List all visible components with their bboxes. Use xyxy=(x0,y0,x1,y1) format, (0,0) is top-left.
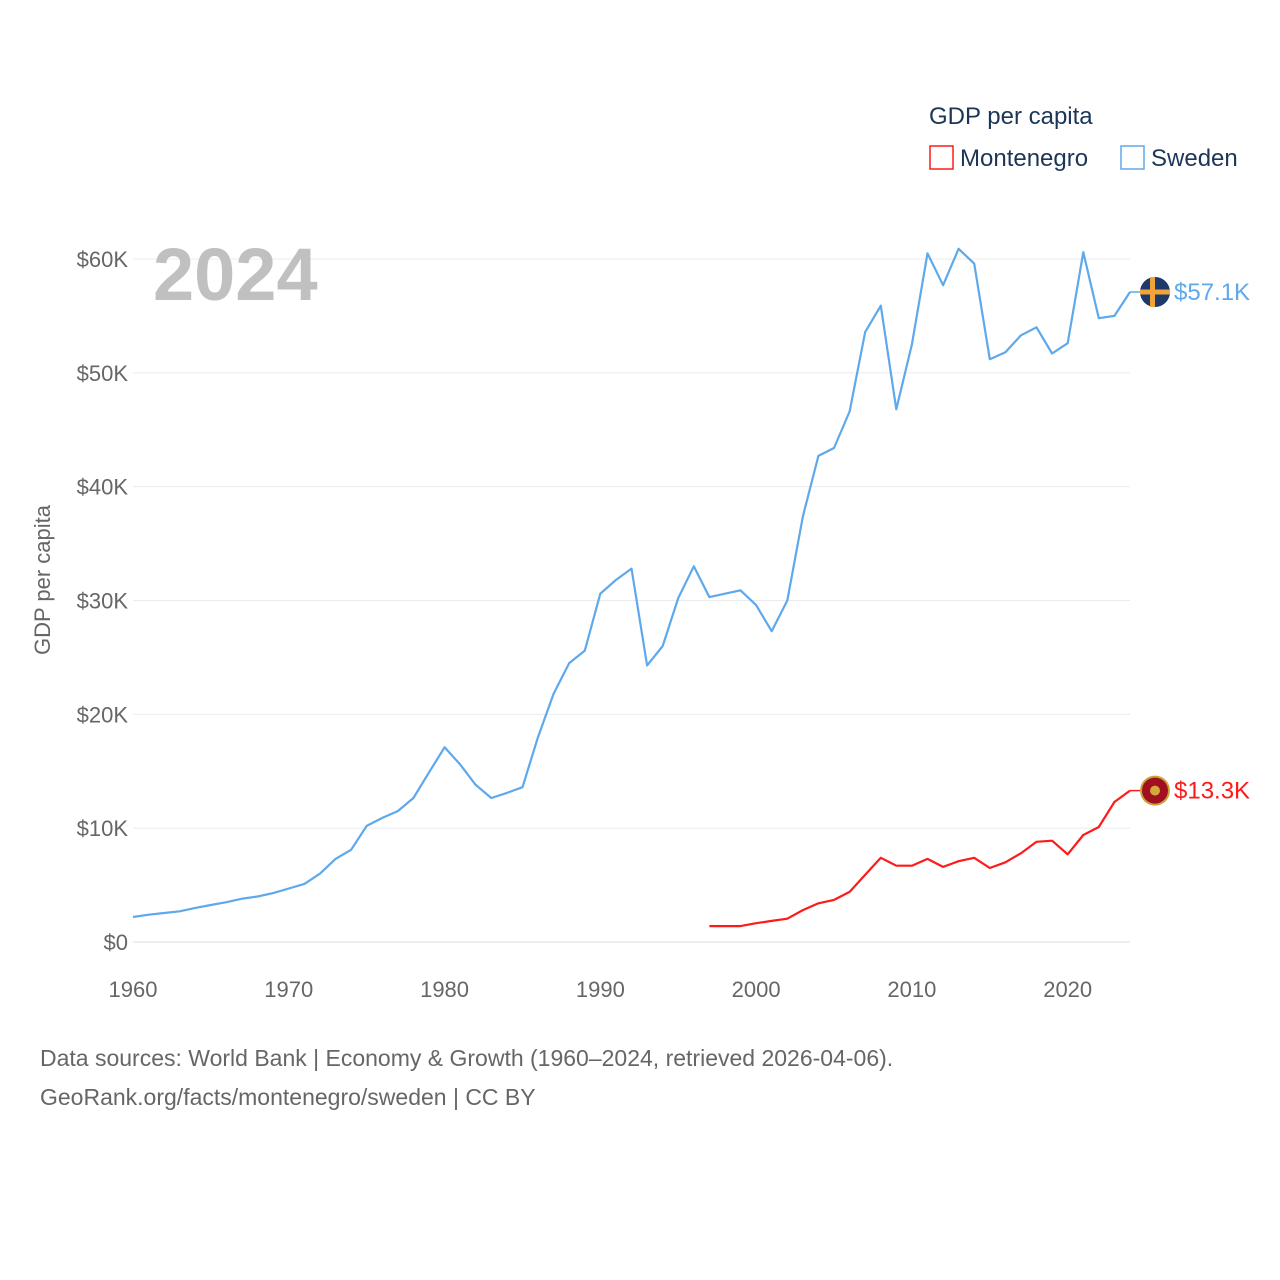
y-tick-label: $20K xyxy=(77,702,129,727)
legend-swatch-sweden xyxy=(1120,145,1145,170)
y-tick-label: $0 xyxy=(104,930,128,955)
x-tick-label: 2000 xyxy=(732,977,781,1002)
legend-swatch-montenegro xyxy=(929,145,954,170)
y-tick-label: $40K xyxy=(77,475,129,500)
flag-icon-sweden xyxy=(1140,277,1170,308)
legend-title: GDP per capita xyxy=(929,103,1093,130)
legend-label-sweden: Sweden xyxy=(1151,145,1238,172)
series-line-sweden xyxy=(132,247,1131,919)
end-label-sweden: $57.1K xyxy=(1174,279,1250,306)
x-tick-label: 1990 xyxy=(576,977,625,1002)
legend-label-montenegro: Montenegro xyxy=(960,145,1088,172)
footer-link[interactable]: GeoRank.org/facts/montenegro/sweden | CC… xyxy=(40,1084,536,1110)
series-line-montenegro xyxy=(709,789,1131,928)
y-tick-label: $60K xyxy=(77,247,129,272)
x-tick-label: 1970 xyxy=(264,977,313,1002)
year-label: 2024 xyxy=(153,233,318,316)
y-tick-label: $30K xyxy=(77,589,129,614)
x-tick-label: 1980 xyxy=(420,977,469,1002)
end-label-montenegro: $13.3K xyxy=(1174,778,1250,805)
y-tick-label: $10K xyxy=(77,816,129,841)
x-tick-label: 1960 xyxy=(109,977,158,1002)
y-tick-label: $50K xyxy=(77,361,129,386)
footer-sources: Data sources: World Bank | Economy & Gro… xyxy=(40,1045,894,1071)
y-axis-label: GDP per capita xyxy=(30,504,55,655)
x-tick-label: 2010 xyxy=(887,977,936,1002)
x-tick-label: 2020 xyxy=(1043,977,1092,1002)
legend-item-montenegro[interactable]: Montenegro xyxy=(929,145,1088,172)
legend-item-sweden[interactable]: Sweden xyxy=(1120,145,1238,172)
flag-icon-montenegro xyxy=(1140,775,1170,806)
